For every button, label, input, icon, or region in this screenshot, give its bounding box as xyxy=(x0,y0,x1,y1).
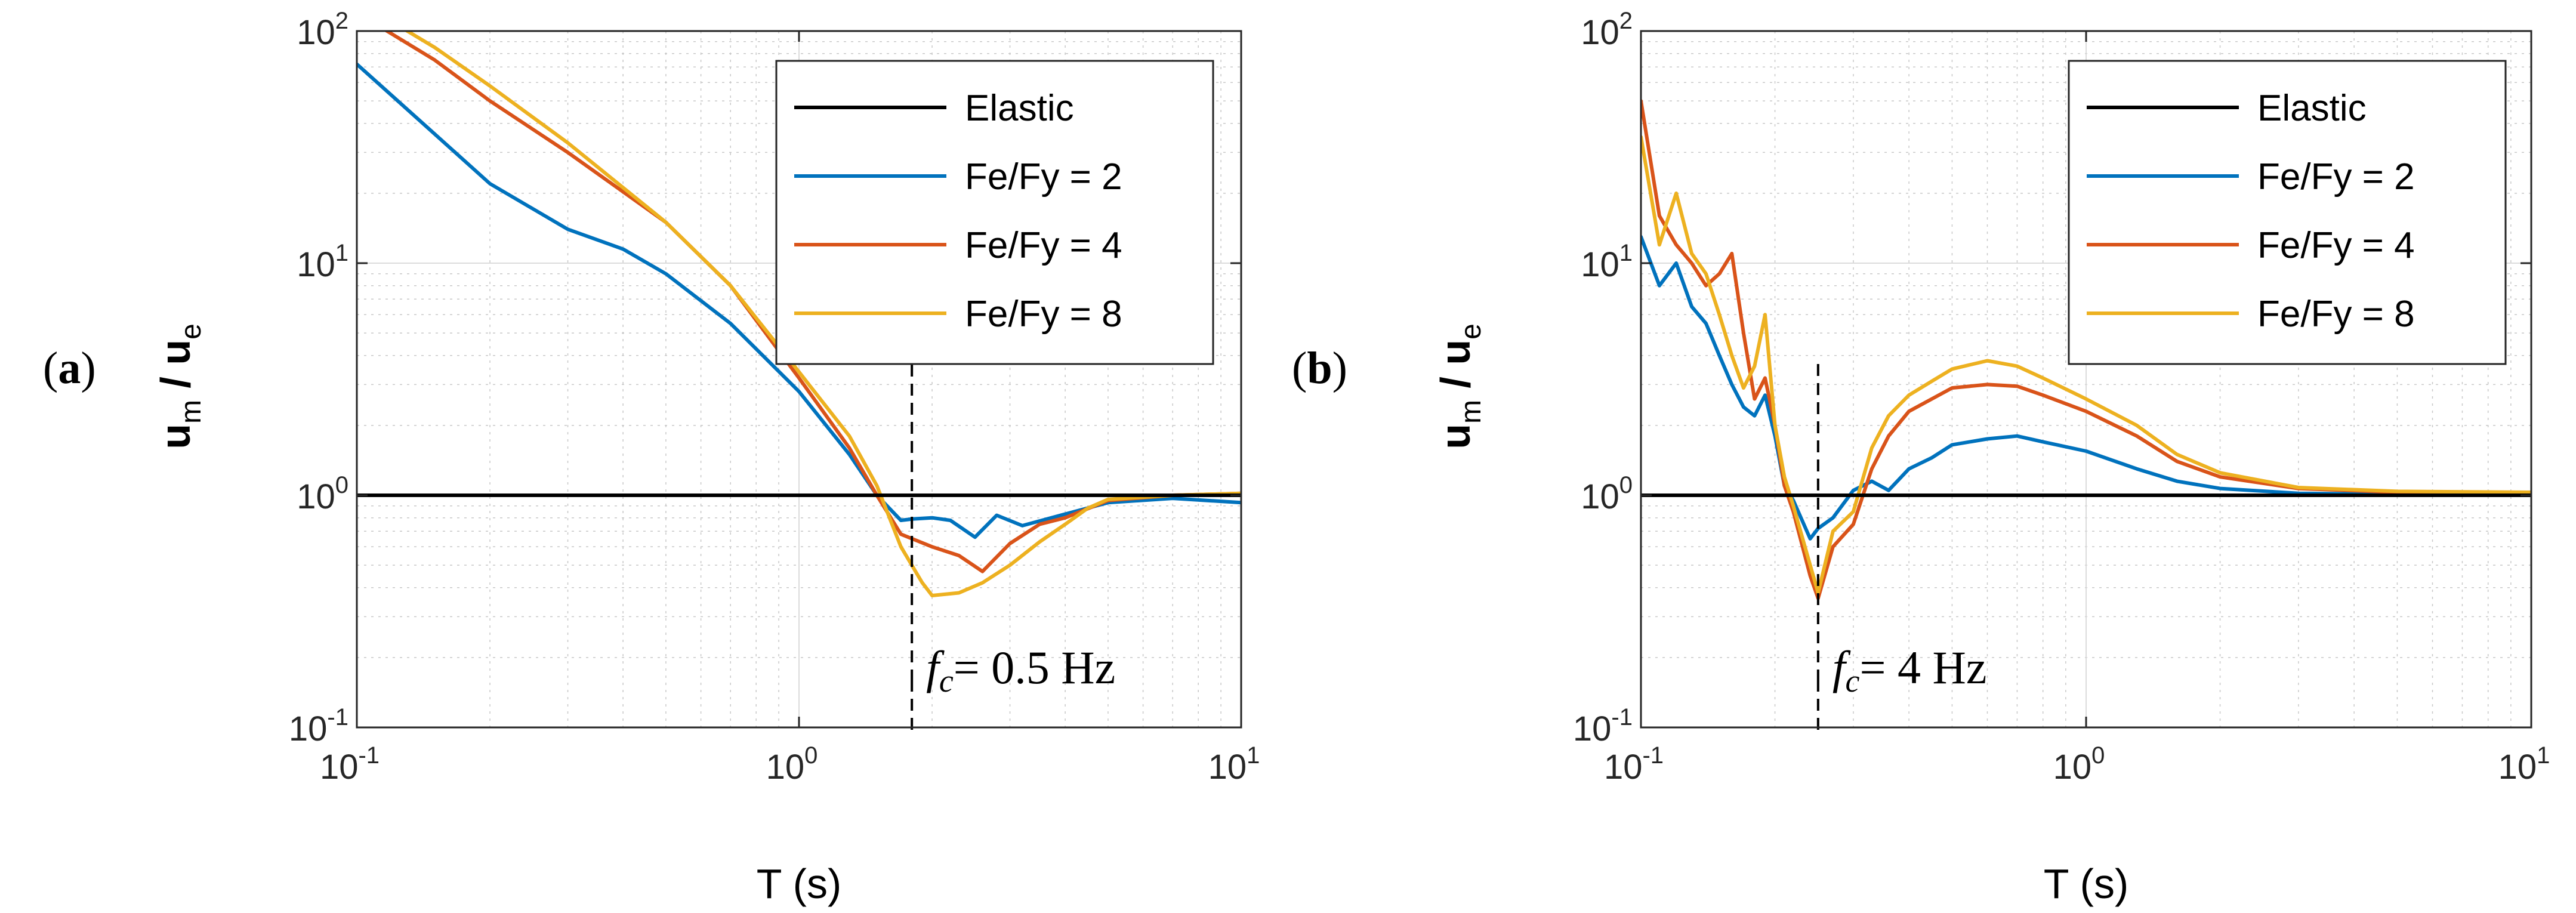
legend-label: Fe/Fy = 8 xyxy=(965,294,1122,335)
legend-label: Fe/Fy = 4 xyxy=(965,225,1122,266)
series-line-fe-fy-4 xyxy=(383,31,1241,573)
legend-label: Elastic xyxy=(965,88,1074,129)
legend-label: Fe/Fy = 4 xyxy=(2257,225,2415,266)
cutoff-annotation: fc= 4 Hz xyxy=(1832,641,1987,699)
series-line-fe-fy-2 xyxy=(1641,235,2531,541)
y-axis-label: um / ue xyxy=(1432,323,1487,449)
x-tick-label: 101 xyxy=(2498,742,2550,786)
y-tick-label: 102 xyxy=(1581,8,1633,52)
series-line-fe-fy-8 xyxy=(403,31,1241,597)
series-line-fe-fy-2 xyxy=(357,62,1241,539)
x-tick-label: 101 xyxy=(1208,742,1260,786)
x-axis-label: T (s) xyxy=(757,860,842,907)
cutoff-value: = 4 Hz xyxy=(1860,641,1987,693)
x-tick-label: 100 xyxy=(766,742,818,786)
legend-label: Fe/Fy = 8 xyxy=(2257,294,2415,335)
cutoff-annotation: fc= 0.5 Hz xyxy=(926,641,1115,699)
y-tick-label: 100 xyxy=(297,472,348,516)
legend: Elastic Fe/Fy = 2 Fe/Fy = 4 Fe/Fy = 8 xyxy=(2068,60,2507,365)
panel-label: (a) xyxy=(43,343,96,393)
legend: Elastic Fe/Fy = 2 Fe/Fy = 4 Fe/Fy = 8 xyxy=(775,60,1214,365)
series-line-fe-fy-4 xyxy=(1641,99,2531,600)
chart-panel-b: fc= 4 Hz 10-1 100 101 10-1 100 101 102 T (s) um /… xyxy=(1292,8,2550,907)
legend-label: Fe/Fy = 2 xyxy=(2257,156,2415,198)
x-axis-label: T (s) xyxy=(2044,860,2129,907)
x-tick-label: 10-1 xyxy=(320,742,380,786)
cutoff-subscript: c xyxy=(1846,663,1860,699)
y-tick-label: 10-1 xyxy=(1573,704,1633,748)
y-tick-label: 102 xyxy=(297,8,348,52)
series-group xyxy=(1641,99,2531,600)
cutoff-value: = 0.5 Hz xyxy=(954,641,1115,693)
y-tick-label: 100 xyxy=(1581,472,1633,516)
series-line-fe-fy-8 xyxy=(1641,135,2531,595)
series-group xyxy=(357,31,1241,597)
legend-label: Fe/Fy = 2 xyxy=(965,156,1122,198)
y-axis-label: um / ue xyxy=(152,323,207,449)
y-tick-label: 101 xyxy=(1581,240,1633,284)
panel-label: (b) xyxy=(1292,343,1347,393)
chart-panel-a: fc= 0.5 Hz 10-1 100 101 10-1 100 101 102 T (s) um… xyxy=(43,8,1260,907)
x-tick-label: 100 xyxy=(2053,742,2105,786)
cutoff-subscript: c xyxy=(939,663,954,699)
x-tick-label: 10-1 xyxy=(1604,742,1664,786)
legend-label: Elastic xyxy=(2257,88,2367,129)
y-tick-label: 10-1 xyxy=(289,704,348,748)
y-tick-label: 101 xyxy=(297,240,348,284)
